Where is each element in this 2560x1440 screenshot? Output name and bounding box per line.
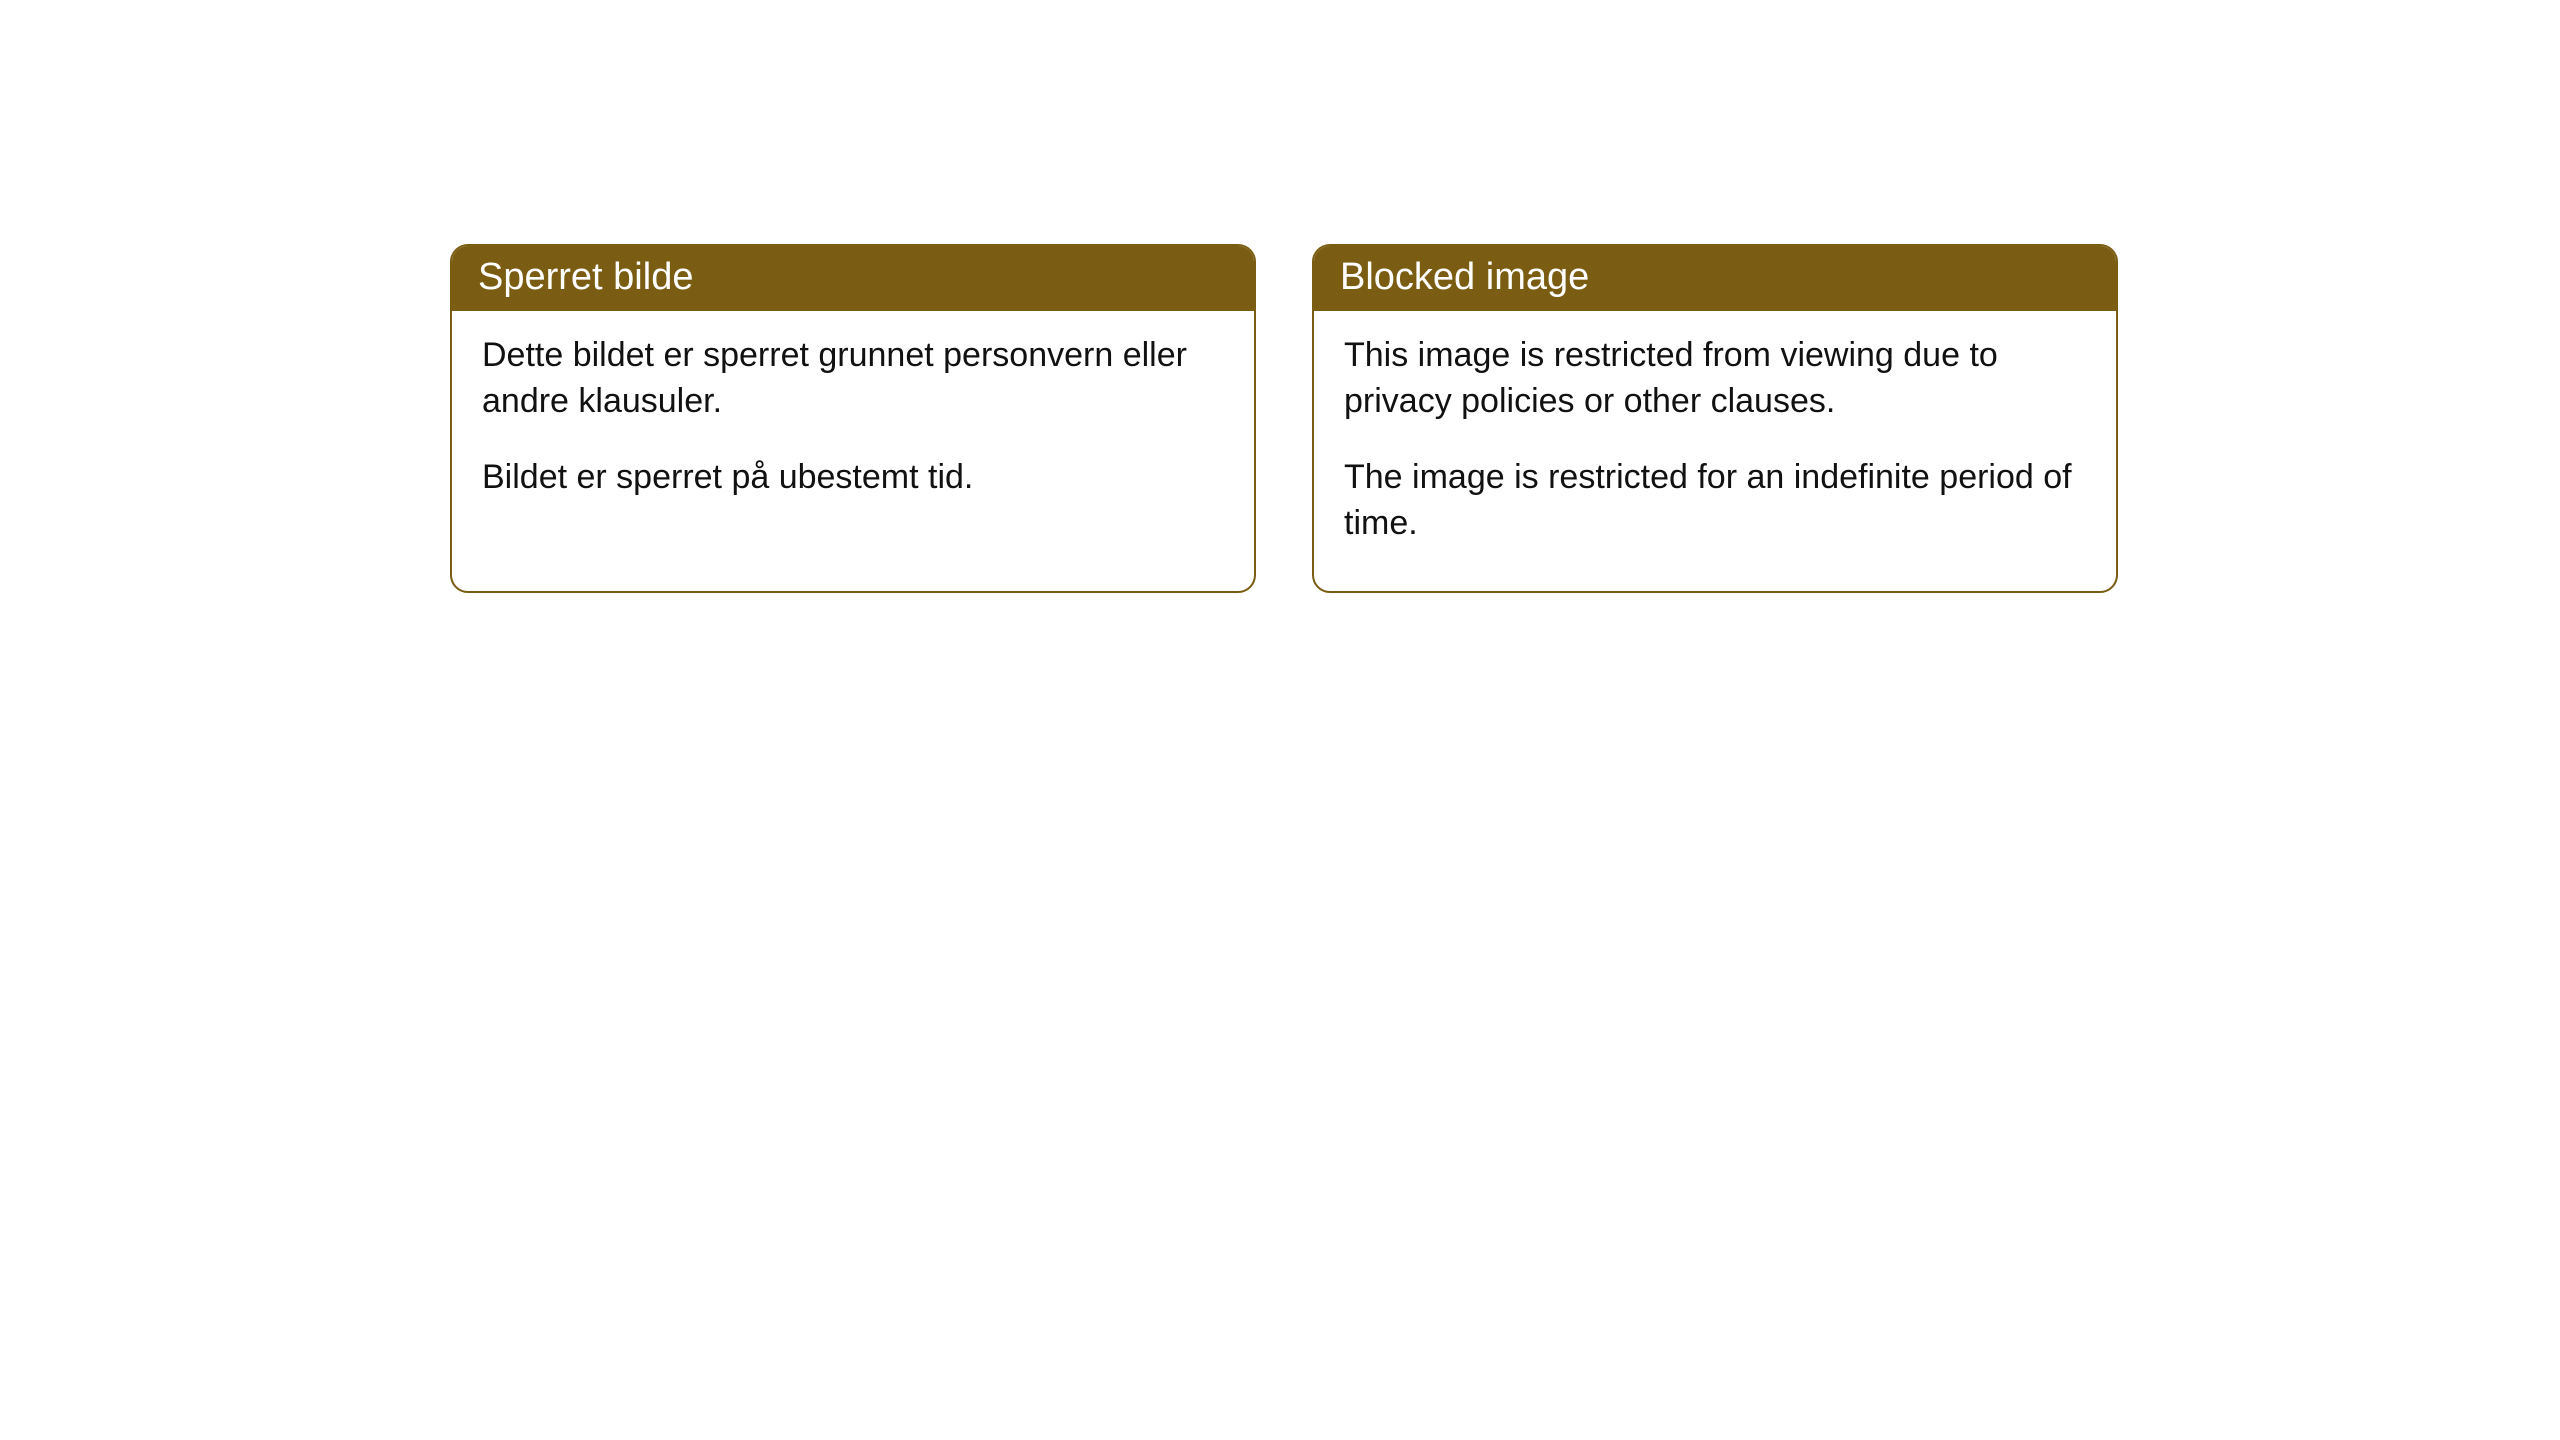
card-title: Blocked image xyxy=(1314,246,2116,311)
card-paragraph: Bildet er sperret på ubestemt tid. xyxy=(482,455,1224,501)
card-paragraph: Dette bildet er sperret grunnet personve… xyxy=(482,333,1224,425)
blocked-image-card-no: Sperret bilde Dette bildet er sperret gr… xyxy=(450,244,1256,593)
card-paragraph: This image is restricted from viewing du… xyxy=(1344,333,2086,425)
card-container: Sperret bilde Dette bildet er sperret gr… xyxy=(0,0,2560,593)
card-paragraph: The image is restricted for an indefinit… xyxy=(1344,455,2086,547)
card-title: Sperret bilde xyxy=(452,246,1254,311)
blocked-image-card-en: Blocked image This image is restricted f… xyxy=(1312,244,2118,593)
card-body: This image is restricted from viewing du… xyxy=(1314,311,2116,591)
card-body: Dette bildet er sperret grunnet personve… xyxy=(452,311,1254,545)
